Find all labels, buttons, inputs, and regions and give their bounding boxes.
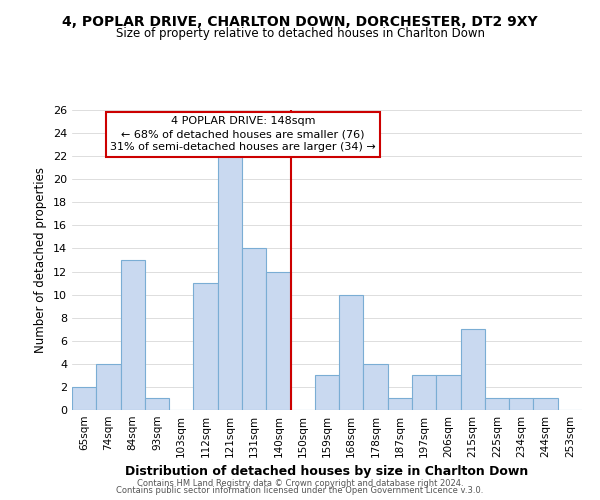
Y-axis label: Number of detached properties: Number of detached properties [34,167,47,353]
Text: 4 POPLAR DRIVE: 148sqm
← 68% of detached houses are smaller (76)
31% of semi-det: 4 POPLAR DRIVE: 148sqm ← 68% of detached… [110,116,376,152]
Bar [388,398,412,410]
Bar [364,364,388,410]
Text: 4, POPLAR DRIVE, CHARLTON DOWN, DORCHESTER, DT2 9XY: 4, POPLAR DRIVE, CHARLTON DOWN, DORCHEST… [62,15,538,29]
X-axis label: Distribution of detached houses by size in Charlton Down: Distribution of detached houses by size … [125,466,529,478]
Bar [218,156,242,410]
Bar [242,248,266,410]
Text: Contains HM Land Registry data © Crown copyright and database right 2024.: Contains HM Land Registry data © Crown c… [137,478,463,488]
Bar [533,398,558,410]
Bar [121,260,145,410]
Bar [509,398,533,410]
Bar [461,329,485,410]
Text: Size of property relative to detached houses in Charlton Down: Size of property relative to detached ho… [115,28,485,40]
Bar [485,398,509,410]
Bar [339,294,364,410]
Bar [436,376,461,410]
Bar [72,387,96,410]
Text: Contains public sector information licensed under the Open Government Licence v.: Contains public sector information licen… [116,486,484,495]
Bar [315,376,339,410]
Bar [193,283,218,410]
Bar [266,272,290,410]
Bar [412,376,436,410]
Bar [145,398,169,410]
Bar [96,364,121,410]
